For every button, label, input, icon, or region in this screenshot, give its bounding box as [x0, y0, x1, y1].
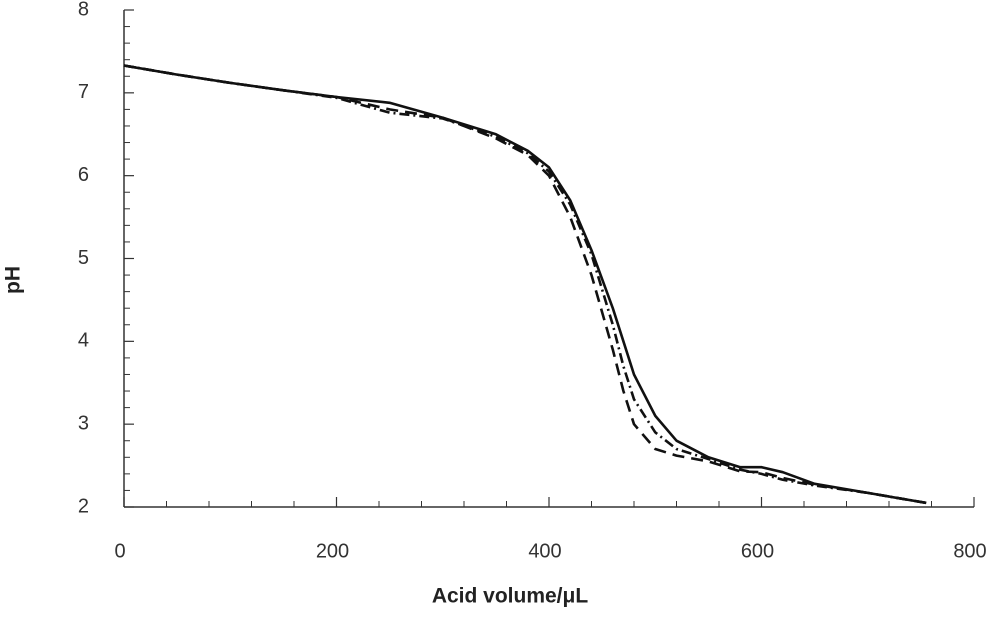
x-axis-title: Acid volume/μL: [432, 585, 589, 608]
y-axis-title: pH: [2, 266, 25, 294]
x-tick-label: 600: [741, 540, 774, 562]
y-tick-label: 5: [78, 247, 89, 269]
x-tick-label: 200: [316, 540, 349, 562]
y-tick-label: 7: [78, 81, 89, 103]
data-line: [123, 64, 927, 505]
y-tick-label: 2: [78, 495, 89, 517]
data-line: [123, 64, 927, 505]
y-tick-label: 4: [78, 330, 89, 352]
x-tick-label: 800: [953, 540, 986, 562]
y-tick-label: 6: [78, 164, 89, 186]
data-line: [123, 64, 927, 505]
y-tick-label: 8: [78, 0, 89, 20]
y-tick-label: 3: [78, 412, 89, 434]
x-tick-label: 400: [528, 540, 561, 562]
x-tick-label: 0: [114, 540, 125, 562]
